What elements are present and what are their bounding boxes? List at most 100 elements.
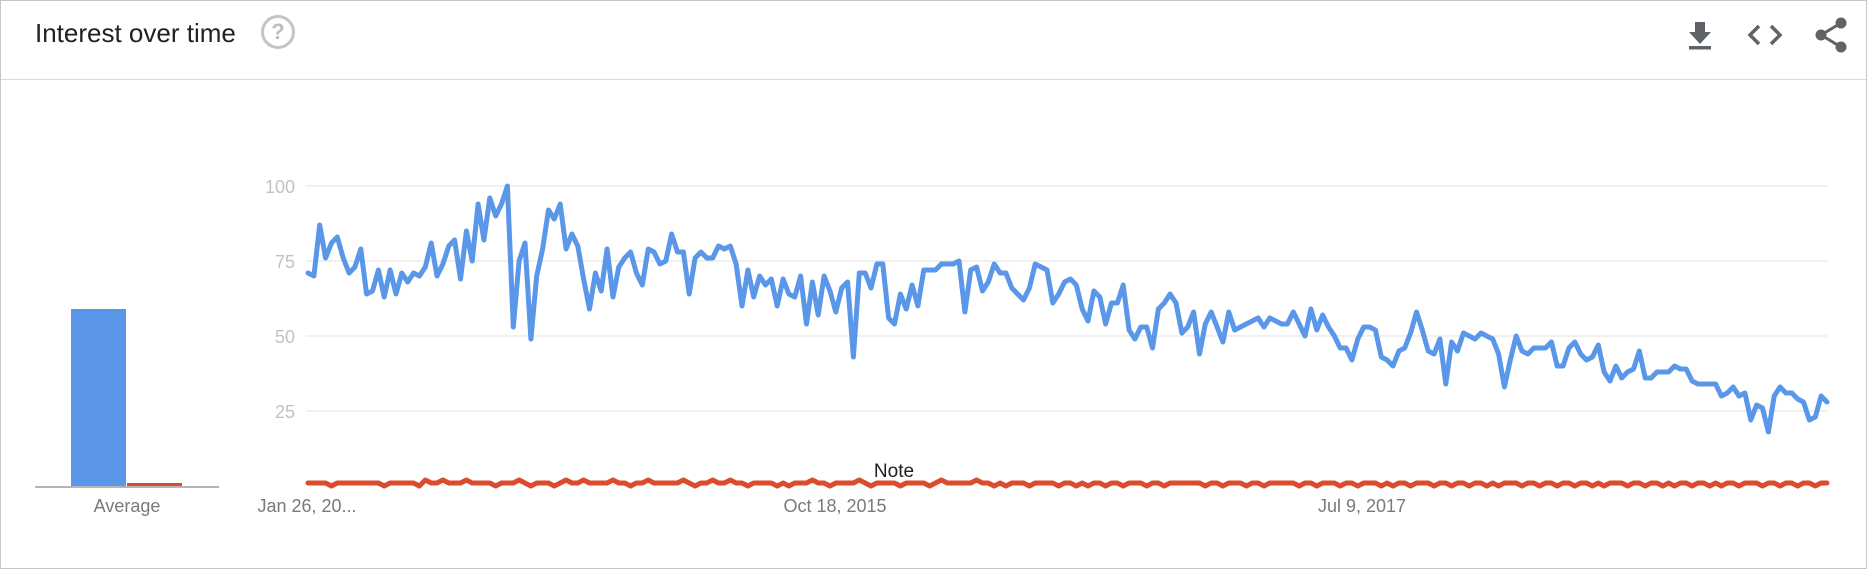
- share-icon[interactable]: [1811, 15, 1851, 55]
- series-1-point: [794, 296, 796, 298]
- series-2-point: [460, 482, 461, 484]
- series-1-point: [741, 305, 743, 307]
- download-icon[interactable]: [1681, 15, 1721, 55]
- series-1-point: [1374, 329, 1376, 331]
- series-1-point: [342, 257, 344, 259]
- series-1-point: [1392, 365, 1394, 367]
- series-2-point: [1609, 482, 1611, 484]
- series-1-point: [1351, 359, 1353, 361]
- series-1-point: [729, 245, 731, 247]
- series-2-point: [1087, 485, 1089, 487]
- series-2-point: [1105, 485, 1107, 487]
- series-1-point: [594, 272, 596, 274]
- series-1-point: [1697, 383, 1699, 385]
- series-1-point: [882, 263, 884, 265]
- series-2-point: [811, 479, 813, 481]
- series-2-point: [1521, 485, 1523, 487]
- series-2-point: [1398, 482, 1400, 484]
- series-2-point: [1591, 485, 1593, 487]
- series-2-point: [1709, 485, 1711, 487]
- series-2-point: [800, 482, 802, 484]
- note-annotation[interactable]: Note: [874, 461, 914, 482]
- series-1-point: [770, 278, 772, 280]
- series-1-point: [1333, 335, 1335, 337]
- series-2-point: [1034, 482, 1036, 484]
- series-2-point: [325, 482, 327, 484]
- series-2-point: [1416, 482, 1417, 484]
- series-2-point: [1433, 485, 1435, 487]
- x-tick-label-2: Jul 9, 2017: [1318, 496, 1406, 516]
- series-2-point: [659, 482, 661, 484]
- series-1-point: [407, 281, 409, 283]
- series-1-point: [1627, 371, 1629, 373]
- series-2-point: [870, 485, 872, 487]
- series-2-point: [1621, 482, 1623, 484]
- note-label[interactable]: Note: [874, 461, 914, 482]
- series-1-point: [659, 263, 661, 265]
- series-1-point: [325, 257, 327, 259]
- series-2-point: [1028, 485, 1030, 487]
- series-1-point: [630, 251, 632, 253]
- series-2-point: [389, 482, 391, 484]
- series-1-point: [1468, 335, 1470, 337]
- series-1-point: [477, 203, 479, 205]
- series-1-point: [1591, 356, 1593, 358]
- series-1-point: [1357, 338, 1359, 340]
- series-1-point: [1439, 338, 1441, 340]
- series-1-point: [559, 203, 561, 205]
- x-tick-labels: Jan 26, 20... Oct 18, 2015 Jul 9, 2017: [257, 496, 1406, 516]
- embed-code-icon[interactable]: [1746, 15, 1786, 55]
- series-2-point: [706, 482, 708, 484]
- series-1-point: [1093, 290, 1095, 292]
- series-2-point: [1691, 485, 1693, 487]
- series-1-point: [454, 239, 456, 241]
- series-1-point: [1791, 392, 1793, 394]
- series-1-point: [1785, 392, 1787, 394]
- series-1-point: [1492, 338, 1494, 340]
- series-2-point: [1480, 482, 1482, 484]
- series-1-point: [1732, 386, 1734, 388]
- series-2-point: [1292, 482, 1294, 484]
- series-1-point: [1140, 326, 1142, 328]
- series-1-point: [1257, 317, 1259, 319]
- y-tick-label-100: 100: [265, 177, 295, 197]
- series-2-point: [1193, 482, 1195, 484]
- series-1-point: [811, 281, 813, 283]
- help-circle-icon[interactable]: ?: [261, 15, 295, 49]
- series-2-point: [1363, 482, 1365, 484]
- series-2-point: [331, 485, 332, 487]
- series-2-point: [1726, 482, 1728, 484]
- series-1-point: [606, 248, 608, 250]
- series-1-point: [1621, 377, 1623, 379]
- series-2-point: [718, 482, 719, 484]
- series-2-point: [1245, 485, 1247, 487]
- series-1-point: [753, 296, 755, 298]
- series-1-point: [1169, 293, 1171, 295]
- series-2-point: [1674, 485, 1675, 487]
- series-1-point: [999, 272, 1001, 274]
- series-1-point: [389, 269, 391, 271]
- series-1-point: [1674, 365, 1675, 367]
- series-2-point: [747, 485, 749, 487]
- series-2-point: [1069, 482, 1071, 484]
- series-2-point: [1427, 482, 1429, 484]
- series-1-point: [307, 272, 309, 274]
- series-1-point: [876, 263, 878, 265]
- series-2-point: [1451, 485, 1453, 487]
- series-2-point: [483, 482, 485, 484]
- series-2-point: [788, 485, 790, 487]
- series-1-point: [1380, 356, 1382, 358]
- series-1-point: [776, 305, 778, 307]
- series-2-point: [858, 479, 860, 481]
- series-2-point: [1803, 482, 1804, 484]
- series-2-point: [899, 485, 901, 487]
- series-2-point: [829, 485, 831, 487]
- series-1-point: [589, 308, 590, 310]
- series-1-point: [1292, 311, 1294, 313]
- series-2-point: [852, 482, 854, 484]
- series-2-point: [1052, 482, 1054, 484]
- series-1-point: [1826, 401, 1828, 403]
- series-2-point: [1633, 482, 1634, 484]
- series-2-point: [1392, 485, 1394, 487]
- series-1-point: [1187, 326, 1189, 328]
